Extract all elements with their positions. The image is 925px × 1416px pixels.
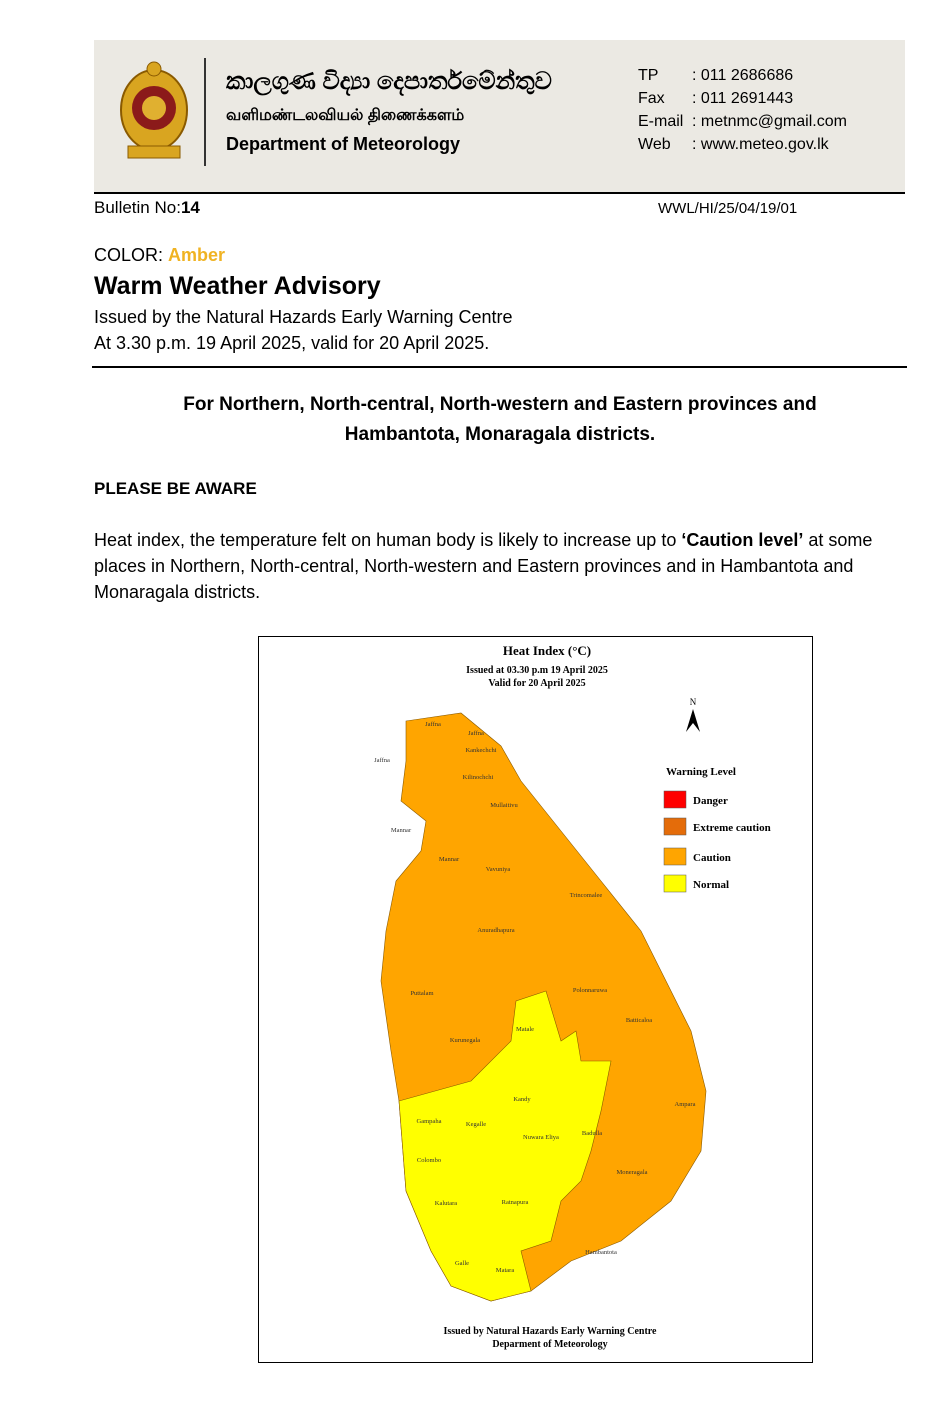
district-label: Hambantota [585, 1249, 617, 1256]
legend-swatch [663, 874, 687, 893]
map-issued: Issued at 03.30 p.m 19 April 2025 [466, 665, 608, 676]
body-before: Heat index, the temperature felt on huma… [94, 530, 682, 550]
legend-swatch [663, 847, 687, 866]
district-label: Matara [496, 1267, 515, 1274]
map-valid: Valid for 20 April 2025 [488, 678, 585, 689]
bulletin-label: Bulletin No: [94, 198, 181, 217]
district-label: Colombo [417, 1157, 441, 1164]
name-tamil: வளிமண்டலவியல் திணைக்களம் [226, 107, 465, 124]
district-label: Polonnaruwa [573, 987, 607, 994]
title: Warm Weather Advisory [94, 272, 381, 300]
legend-label: Danger [693, 795, 728, 807]
district-label: Kalutara [435, 1200, 457, 1207]
map-footer: Deparment of Meteorology [492, 1339, 607, 1350]
color-line: COLOR: Amber [94, 245, 225, 266]
emblem-lion [142, 96, 166, 120]
emblem-base [127, 145, 181, 159]
district-label: Mullaitivu [490, 802, 518, 809]
district-label: Kandy [513, 1096, 531, 1103]
body-emphasis: ‘Caution level’ [681, 530, 804, 550]
district-label: Jaffna [468, 730, 484, 737]
district-label: Anuradhapura [477, 927, 514, 934]
region: For Northern, North-central, North-weste… [183, 394, 817, 445]
map-title: Heat Index (°C) [503, 643, 591, 658]
district-label: Puttalam [410, 990, 433, 997]
header-divider [204, 58, 206, 166]
district-label: Kurunegala [450, 1037, 480, 1044]
legend-swatch [663, 790, 687, 809]
legend-label: Extreme caution [693, 822, 771, 834]
reference: WWL/HI/25/04/19/01 [658, 200, 798, 217]
district-label: Gampaha [417, 1118, 442, 1125]
contact-value: : 011 2686686 [692, 67, 794, 84]
district-label: Ratnapura [502, 1199, 529, 1206]
district-label: Moneragala [616, 1169, 647, 1176]
rule [92, 366, 907, 368]
district-label: Batticaloa [626, 1017, 652, 1024]
legend: Warning Level Danger Extreme caution Cauti… [663, 766, 771, 893]
heat-index-map: Heat Index (°C) Issued at 03.30 p.m 19 A… [258, 636, 813, 1363]
name-english: Department of Meteorology [226, 134, 461, 154]
north-label: N [690, 697, 697, 707]
district-label: Matale [516, 1026, 534, 1033]
contact-value: : 011 2691443 [692, 90, 794, 107]
emblem-wheel [146, 61, 162, 77]
district-label: Mannar [439, 856, 460, 863]
district-label: Kilinochchi [463, 774, 494, 781]
legend-label: Normal [693, 879, 729, 891]
map-footer: Issued by Natural Hazards Early Warning … [444, 1326, 658, 1337]
name-sinhala: කාලගුණ විද්‍යා දෙපාර්තමේන්තුව [226, 68, 552, 95]
emblem [120, 61, 188, 159]
district-label: Galle [455, 1260, 469, 1267]
legend-title: Warning Level [666, 766, 736, 778]
north-arrow [686, 709, 700, 732]
legend-label: Caution [693, 852, 731, 864]
legend-swatch [663, 817, 687, 836]
header-band: කාලගුණ විද්‍යා දෙපාර්තමේන්තුව வளிமண்டலவி… [94, 40, 905, 194]
district-label: Vavuniya [486, 866, 511, 873]
contact-value: : metnmc@gmail.com [692, 113, 847, 130]
district-labels: Jaffna Jaffna Kankechchi Jaffna Kilinochchi M… [374, 721, 695, 1274]
body-after: at some places in Northern, North-centra… [94, 530, 873, 602]
contact-label: TP [638, 67, 659, 84]
district-label: Nuwara Eliya [523, 1134, 559, 1141]
district-label: Trincomalee [570, 892, 603, 899]
district-label: Mannar [391, 827, 412, 834]
district-label: Badulla [582, 1130, 602, 1137]
contact-label: Web [638, 136, 671, 153]
bulletin-number: 14 [180, 198, 200, 217]
notice: PLEASE BE AWARE [94, 479, 257, 498]
district-label: Jaffna [374, 757, 390, 764]
district-label: Kegalle [466, 1121, 486, 1128]
district-label: Ampara [675, 1101, 696, 1108]
color-value: Amber [168, 245, 226, 265]
district-label: Jaffna [425, 721, 441, 728]
issued-at: At 3.30 p.m. 19 April 2025, valid for 20… [94, 333, 490, 353]
district-label: Kankechchi [465, 747, 496, 754]
issued-by: Issued by the Natural Hazards Early Warn… [94, 307, 513, 327]
contact-label: Fax [638, 90, 665, 107]
contact-label: E-mail [638, 113, 684, 130]
region-normal [398, 990, 612, 1302]
color-label: COLOR: [94, 245, 164, 265]
bulletin: Bulletin No:14 [94, 198, 200, 218]
body-text: Heat index, the temperature felt on huma… [94, 527, 909, 605]
contact-value: : www.meteo.gov.lk [692, 136, 829, 153]
